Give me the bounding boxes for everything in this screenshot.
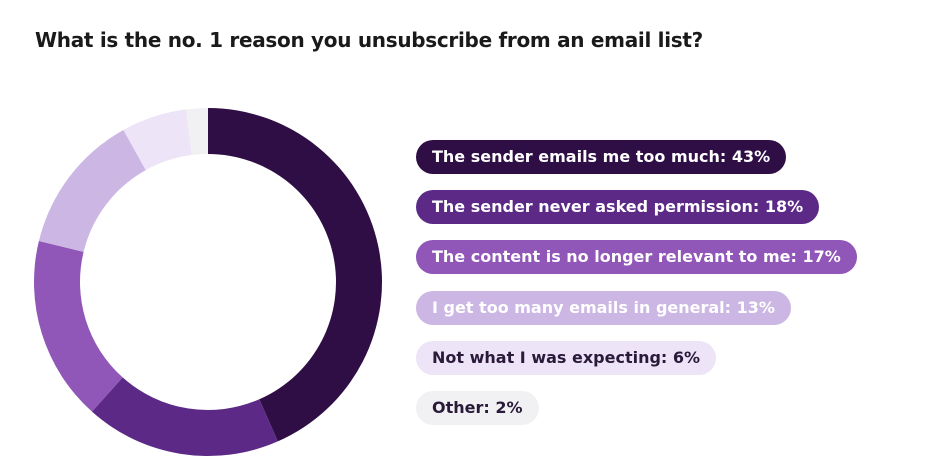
legend-label: I get too many emails in general: 13% — [416, 290, 791, 325]
legend-label: The sender emails me too much: 43% — [416, 140, 787, 174]
legend-label: The content is no longer relevant to me:… — [416, 240, 857, 275]
donut-slice — [38, 129, 146, 252]
legend-label: Not what I was expecting: 6% — [416, 340, 717, 375]
legend-label: The sender never asked permission: 18% — [416, 190, 820, 225]
donut-slice — [208, 108, 382, 442]
donut-slice — [123, 109, 192, 171]
legend-label: Other: 2% — [416, 391, 539, 425]
donut-slice — [91, 377, 278, 456]
donut-slice — [33, 240, 123, 412]
donut-slice — [185, 108, 208, 156]
chart-title: What is the no. 1 reason you unsubscribe… — [35, 28, 703, 52]
